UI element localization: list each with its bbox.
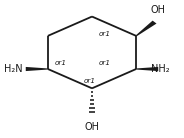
Text: OH: OH [151, 5, 166, 15]
Text: or1: or1 [98, 60, 110, 66]
Polygon shape [136, 67, 158, 71]
Text: H₂N: H₂N [4, 64, 22, 74]
Text: OH: OH [84, 122, 100, 132]
Polygon shape [26, 67, 48, 71]
Text: or1: or1 [54, 60, 66, 66]
Polygon shape [136, 21, 157, 36]
Text: NH₂: NH₂ [151, 64, 169, 74]
Text: or1: or1 [98, 31, 110, 37]
Text: or1: or1 [84, 78, 96, 84]
